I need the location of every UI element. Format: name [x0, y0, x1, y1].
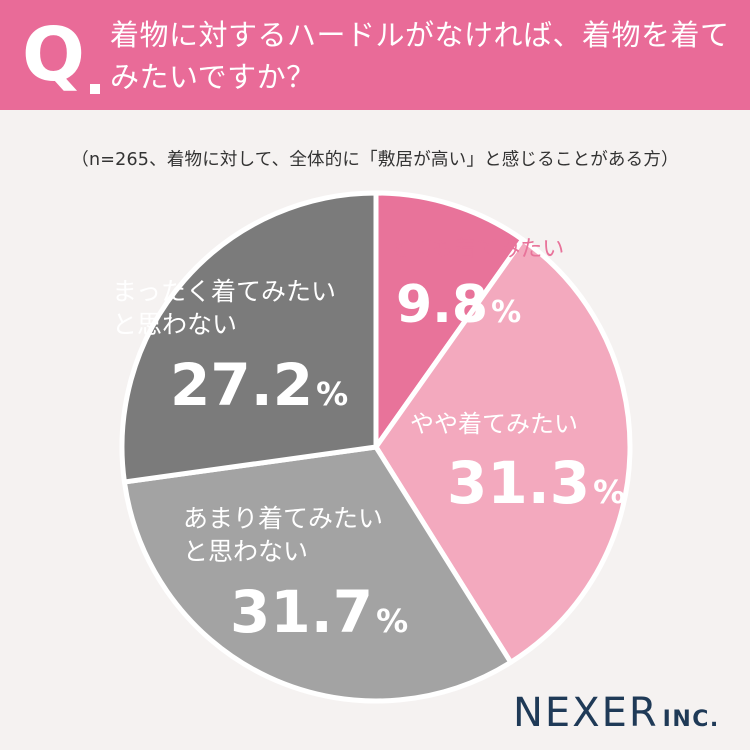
- pie-slice-4: [119, 190, 379, 485]
- brand-suffix: INC.: [662, 707, 720, 732]
- slice-label-1-line-1: とても着てみたい: [390, 237, 564, 262]
- slice-label-4-line-1: まったく着てみたい: [112, 277, 336, 306]
- sample-note: （n=265、着物に対して、全体的に「敷居が高い」と感じることがある方）: [71, 150, 679, 170]
- slice-label-4-line-2: と思わない: [112, 310, 237, 339]
- brand-name: NEXER: [513, 690, 659, 736]
- slice-label-2-line-1: やや着てみたい: [410, 410, 578, 438]
- pie-slice-2: [373, 237, 633, 665]
- slice-value-3: 31.7%: [230, 578, 408, 646]
- q-mark: Q: [22, 12, 85, 98]
- pie-slice-3: [121, 444, 514, 704]
- slice-value-1: 9.8%: [396, 275, 521, 335]
- brand-logo: NEXER INC.: [513, 690, 720, 736]
- pie-slice-1: [373, 190, 526, 450]
- slice-value-2: 31.3%: [447, 449, 625, 517]
- q-dot: [90, 84, 100, 94]
- slice-label-3-line-2: と思わない: [183, 537, 308, 566]
- question-header: Q 着物に対するハードルがなければ、着物を着てみたいですか？: [0, 0, 750, 110]
- question-text: 着物に対するハードルがなければ、着物を着てみたいですか？: [110, 18, 730, 94]
- slice-value-4: 27.2%: [170, 351, 348, 419]
- slice-label-3-line-1: あまり着てみたい: [183, 504, 383, 533]
